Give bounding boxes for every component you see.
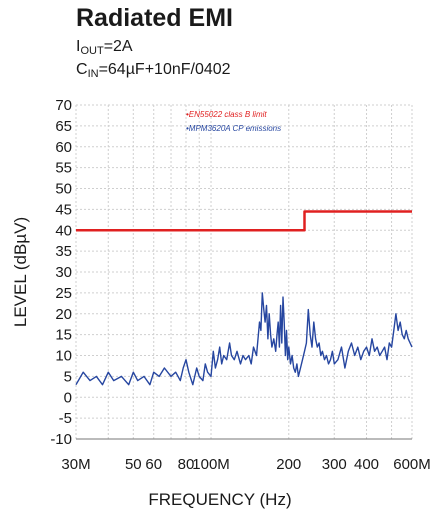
y-tick-label: 50 bbox=[55, 181, 72, 198]
x-tick-label: 80 bbox=[178, 456, 195, 473]
legend-entry: •EN55022 class B limit bbox=[186, 110, 267, 119]
emissions-line bbox=[75, 292, 413, 386]
x-tick-label: 200 bbox=[276, 456, 301, 473]
x-tick-label: 300 bbox=[322, 456, 347, 473]
y-tick-label: -10 bbox=[50, 431, 72, 448]
x-tick-label: 60 bbox=[145, 456, 162, 473]
x-tick-label: 600M bbox=[393, 456, 430, 473]
limit-line bbox=[76, 210, 412, 232]
x-tick-label: 100M bbox=[192, 456, 230, 473]
x-axis-title: FREQUENCY (Hz) bbox=[148, 490, 291, 509]
y-tick-label: 10 bbox=[55, 348, 72, 365]
y-tick-label: 40 bbox=[55, 222, 72, 239]
y-tick-label: 20 bbox=[55, 306, 72, 323]
y-tick-label: 25 bbox=[55, 285, 72, 302]
y-tick-label: 15 bbox=[55, 327, 72, 344]
iout-condition: IOUT=2A bbox=[76, 38, 133, 57]
x-tick-label: 30M bbox=[61, 456, 90, 473]
series-lines bbox=[75, 210, 413, 386]
y-tick-label: 5 bbox=[64, 368, 72, 385]
y-axis-title: LEVEL (dBµV) bbox=[11, 217, 30, 327]
legend-entry: •MPM3620A CP emissions bbox=[186, 124, 281, 133]
y-tick-label: 65 bbox=[55, 118, 72, 135]
y-tick-label: 70 bbox=[55, 97, 72, 114]
y-tick-label: 35 bbox=[55, 243, 72, 260]
legend: •EN55022 class B limit •MPM3620A CP emiss… bbox=[186, 110, 281, 133]
y-tick-label: 60 bbox=[55, 139, 72, 156]
y-tick-label: -5 bbox=[59, 410, 72, 427]
y-tick-label: 0 bbox=[64, 389, 72, 406]
x-tick-label: 400 bbox=[354, 456, 379, 473]
y-tick-label: 55 bbox=[55, 160, 72, 177]
y-tick-label: 45 bbox=[55, 201, 72, 218]
cin-condition: CIN=64µF+10nF/0402 bbox=[76, 61, 231, 80]
chart-title: Radiated EMI bbox=[76, 4, 233, 32]
x-tick-label: 50 bbox=[125, 456, 142, 473]
y-tick-label: 30 bbox=[55, 264, 72, 281]
